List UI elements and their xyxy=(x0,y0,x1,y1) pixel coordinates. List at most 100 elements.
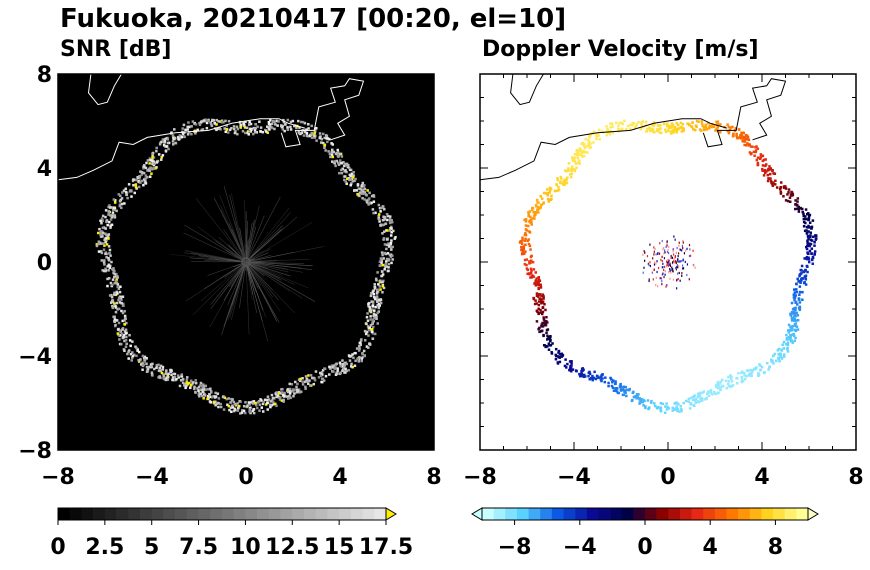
x-tick-label: 0 xyxy=(238,465,253,490)
colorbar-frame xyxy=(57,507,387,521)
colorbar-segment xyxy=(104,508,117,520)
y-tick-label: 4 xyxy=(37,157,52,182)
colorbar-segment xyxy=(374,508,387,520)
x-tick-label: −4 xyxy=(135,465,169,490)
colorbar-segment xyxy=(362,508,375,520)
harbor-outline xyxy=(702,78,787,148)
y-tick-label: −4 xyxy=(18,345,52,370)
colorbar-segment xyxy=(598,508,611,520)
y-tick-label: 0 xyxy=(37,251,52,276)
panels: −8 −4 0 4 8 −8 −4 0 4 8 0 2.5 5 7.5 10 12.5 15 17.5 −8 −4 0 4… xyxy=(18,63,863,560)
colorbar-segment xyxy=(482,508,494,520)
colorbar-segment xyxy=(69,508,82,520)
island-outline xyxy=(87,74,122,106)
colorbar-segment xyxy=(703,508,716,520)
colorbar-segment xyxy=(738,508,751,520)
colorbar-tick-label: 0 xyxy=(50,535,65,560)
colorbar-segment xyxy=(175,508,188,520)
snr-panel-title: SNR [dB] xyxy=(60,37,171,62)
center-noise xyxy=(642,235,696,290)
colorbar-tick-label: 17.5 xyxy=(359,535,413,560)
colorbar-segment xyxy=(610,508,623,520)
x-tick-label: 8 xyxy=(426,465,441,490)
x-tick-label: −8 xyxy=(41,465,75,490)
coastline xyxy=(58,118,305,181)
colorbar-segment xyxy=(151,508,164,520)
colorbar-segment xyxy=(140,508,153,520)
colorbar-segment xyxy=(128,508,141,520)
panel-1: −8 −4 0 4 8 −8 −4 0 4 8 xyxy=(463,73,864,560)
colorbar-segment xyxy=(81,508,94,520)
colorbar-segment xyxy=(505,508,518,520)
colorbar-segment xyxy=(633,508,646,520)
panel-0: −8 −4 0 4 8 −8 −4 0 4 8 0 2.5 5 7.5 10 12.5 15 17.5 xyxy=(18,63,441,560)
colorbar-segment xyxy=(586,508,599,520)
colorbar-segment xyxy=(58,508,71,520)
colorbar-segment xyxy=(93,508,106,520)
colorbar-segment xyxy=(186,508,199,520)
doppler-panel-title: Doppler Velocity [m/s] xyxy=(482,37,759,62)
colorbar-extend-min xyxy=(471,507,483,521)
colorbar-segment xyxy=(726,508,739,520)
colorbar-segment xyxy=(796,508,809,520)
colorbar-segment xyxy=(679,508,692,520)
y-tick-label: 8 xyxy=(37,63,52,88)
colorbar-tick-label: 10 xyxy=(230,535,261,560)
colorbar-segment xyxy=(257,508,270,520)
colorbar-segment xyxy=(233,508,246,520)
colorbar-segment xyxy=(339,508,352,520)
colorbar-segment xyxy=(575,508,588,520)
colorbar-segment xyxy=(691,508,704,520)
colorbar-tick-label: −4 xyxy=(563,535,597,560)
colorbar-tick-label: 2.5 xyxy=(85,535,124,560)
x-tick-label: 0 xyxy=(660,465,675,490)
colorbar-segment xyxy=(327,508,340,520)
colorbar-segment xyxy=(761,508,774,520)
colorbar-segment xyxy=(784,508,797,520)
colorbar-tick-label: 7.5 xyxy=(179,535,218,560)
colorbar-tick-label: 4 xyxy=(703,535,718,560)
colorbar-tick-label: 15 xyxy=(324,535,355,560)
colorbar-segment xyxy=(280,508,293,520)
colorbar-tick-label: 12.5 xyxy=(265,535,319,560)
colorbar-extend-max xyxy=(807,507,819,521)
colorbar-segment xyxy=(292,508,305,520)
colorbar-segment xyxy=(714,508,727,520)
colorbar-segment xyxy=(198,508,211,520)
x-tick-label: 4 xyxy=(332,465,347,490)
colorbar-tick-label: 5 xyxy=(144,535,159,560)
doppler-ring-echo xyxy=(518,119,818,415)
colorbar-segment xyxy=(210,508,223,520)
snr-ring-echo xyxy=(95,118,397,415)
colorbar-segment xyxy=(656,508,669,520)
plot-content xyxy=(480,74,818,415)
harbor-outline xyxy=(280,78,365,148)
colorbar-segment xyxy=(540,508,553,520)
colorbar-segment xyxy=(551,508,564,520)
colorbar-segment xyxy=(222,508,235,520)
colorbar-segment xyxy=(315,508,328,520)
figure-title: Fukuoka, 20210417 [00:20, el=10] xyxy=(60,4,566,34)
colorbar-tick-label: 8 xyxy=(768,535,783,560)
colorbar-segment xyxy=(528,508,541,520)
colorbar-segment xyxy=(645,508,657,520)
colorbar-segment xyxy=(563,508,576,520)
colorbar-tick-label: −8 xyxy=(498,535,532,560)
colorbar-segment xyxy=(493,508,506,520)
coastline xyxy=(480,118,727,181)
colorbar-segment xyxy=(268,508,281,520)
colorbar-tick-label: 0 xyxy=(637,535,652,560)
colorbar-extend-max xyxy=(385,507,397,521)
colorbar-segment xyxy=(668,508,681,520)
y-tick-label: −8 xyxy=(18,439,52,464)
plot-content xyxy=(58,74,397,415)
colorbar-segment xyxy=(116,508,129,520)
colorbar-0: 0 2.5 5 7.5 10 12.5 15 17.5 xyxy=(50,507,413,560)
colorbar-segment xyxy=(304,508,317,520)
colorbar-segment xyxy=(163,508,176,520)
colorbar-1: −8 −4 0 4 8 xyxy=(471,507,819,560)
colorbar-segment xyxy=(749,508,762,520)
island-outline xyxy=(510,74,544,106)
colorbar-segment xyxy=(350,508,363,520)
